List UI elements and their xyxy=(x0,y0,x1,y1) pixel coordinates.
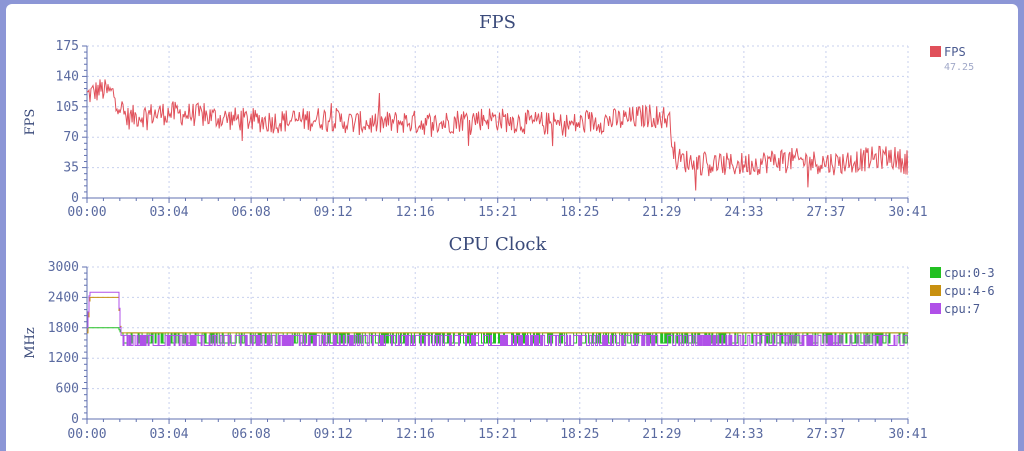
x-tick-label: 03:04 xyxy=(149,427,188,442)
legend-swatch xyxy=(930,46,941,57)
legend-label: cpu:0-3 xyxy=(944,266,995,280)
x-tick-label: 18:25 xyxy=(560,205,599,220)
y-tick-label: 600 xyxy=(56,382,79,397)
legend-value: 47.25 xyxy=(944,62,974,73)
y-axis-label: FPS xyxy=(23,109,38,136)
y-axis-label: MHz xyxy=(23,327,38,359)
x-tick-label: 09:12 xyxy=(314,205,353,220)
legend-swatch xyxy=(930,267,941,278)
x-tick-label: 18:25 xyxy=(560,427,599,442)
chart-fps: FPS FPS 0 35 70 105 140 175 00:00 03:04 06:08 09:12… xyxy=(23,12,974,220)
series-line-cpu-7 xyxy=(87,291,908,346)
x-tick-label: 12:16 xyxy=(396,205,435,220)
x-tick-label: 30:41 xyxy=(888,427,927,442)
legend-label: cpu:4-6 xyxy=(944,284,995,298)
x-tick-label: 06:08 xyxy=(232,205,271,220)
chart-title: CPU Clock xyxy=(449,234,548,255)
series-line-cpu-4-6 xyxy=(87,296,908,334)
legend-label: cpu:7 xyxy=(944,302,980,316)
x-tick-label: 00:00 xyxy=(67,427,106,442)
x-tick-label: 21:29 xyxy=(642,205,681,220)
x-tick-label: 15:21 xyxy=(478,205,517,220)
x-tick-label: 30:41 xyxy=(888,205,927,220)
x-tick-label: 12:16 xyxy=(396,427,435,442)
x-tick-label: 27:37 xyxy=(806,427,845,442)
legend-swatch xyxy=(930,303,941,314)
y-tick-label: 140 xyxy=(56,69,79,84)
charts-canvas: FPS FPS 0 35 70 105 140 175 00:00 03:04 06:08 09:12… xyxy=(23,12,995,442)
y-tick-label: 175 xyxy=(56,39,79,54)
x-tick-label: 24:33 xyxy=(724,205,763,220)
y-tick-label: 3000 xyxy=(48,260,79,275)
x-tick-label: 03:04 xyxy=(149,205,188,220)
chart-panel: FPS FPS 0 35 70 105 140 175 00:00 03:04 06:08 09:12… xyxy=(6,4,1018,451)
legend-label: FPS xyxy=(944,45,966,59)
x-tick-label: 06:08 xyxy=(232,427,271,442)
x-tick-label: 21:29 xyxy=(642,427,681,442)
y-tick-label: 0 xyxy=(71,412,79,427)
x-tick-label: 24:33 xyxy=(724,427,763,442)
y-tick-label: 70 xyxy=(63,130,79,145)
x-tick-label: 27:37 xyxy=(806,205,845,220)
chart-cpu-clock: CPU Clock MHz 0 600 1200 1800 2400 3000 00:00 03:… xyxy=(23,234,995,442)
y-tick-label: 105 xyxy=(56,100,79,115)
x-tick-label: 00:00 xyxy=(67,205,106,220)
y-tick-label: 1200 xyxy=(48,351,79,366)
y-tick-label: 2400 xyxy=(48,290,79,305)
y-tick-label: 0 xyxy=(71,191,79,206)
legend-swatch xyxy=(930,285,941,296)
y-tick-label: 35 xyxy=(63,161,79,176)
x-tick-label: 09:12 xyxy=(314,427,353,442)
y-tick-label: 1800 xyxy=(48,321,79,336)
chart-title: FPS xyxy=(479,12,516,33)
x-tick-label: 15:21 xyxy=(478,427,517,442)
series-line-fps xyxy=(87,79,908,191)
